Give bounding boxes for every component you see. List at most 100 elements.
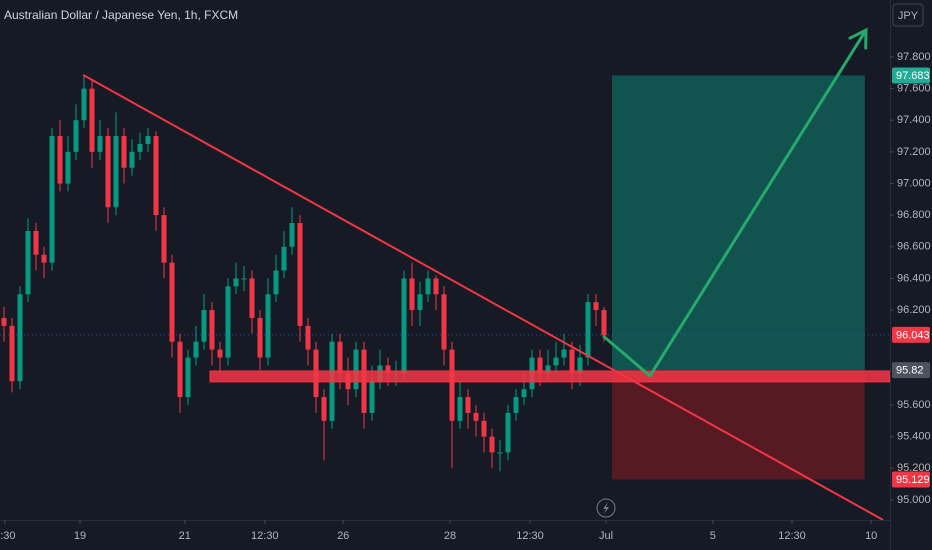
candle-body: [281, 246, 287, 271]
candle-body: [81, 88, 87, 121]
y-tick-label: 97.000: [897, 177, 931, 189]
price-label: 97.683: [896, 70, 930, 82]
candle-body: [521, 389, 527, 398]
x-tick-label: 19: [74, 530, 86, 542]
x-tick-label: Jul: [599, 530, 613, 542]
candle-body: [217, 349, 223, 358]
target-zone: [612, 75, 865, 371]
y-tick-label: 96.600: [897, 241, 931, 253]
candle-body: [305, 325, 311, 350]
candle-body: [553, 357, 559, 366]
candle-body: [337, 341, 343, 374]
candle-body: [145, 136, 151, 144]
candle-body: [105, 136, 111, 208]
candle-body: [137, 143, 143, 152]
candle-body: [585, 302, 591, 358]
candle-body: [201, 310, 207, 342]
candle-body: [457, 397, 463, 421]
candle-body: [473, 412, 479, 421]
y-tick-label: 97.400: [897, 114, 931, 126]
x-tick-label: 28: [444, 530, 456, 542]
support-zone: [209, 370, 891, 383]
y-tick-label: 95.600: [897, 399, 931, 411]
candle-body: [481, 420, 487, 437]
candle-body: [505, 412, 511, 453]
candle-body: [57, 136, 63, 184]
candle-body: [545, 365, 551, 374]
candle-body: [441, 294, 447, 350]
candle-body: [569, 349, 575, 374]
candle-body: [49, 136, 55, 263]
candle-body: [537, 357, 543, 374]
x-tick-label: 5: [710, 530, 716, 542]
price-label-box: [892, 326, 930, 343]
candle-body: [273, 270, 279, 295]
flash-icon[interactable]: [596, 498, 616, 518]
candle-body: [321, 397, 327, 421]
y-tick-label: 97.800: [897, 51, 931, 63]
candle-body: [593, 302, 599, 311]
candle-body: [113, 136, 119, 208]
candle-body: [561, 349, 567, 358]
price-label: 96.043: [896, 329, 930, 341]
price-label-box: [892, 362, 930, 379]
candle-body: [121, 136, 127, 168]
price-label: 95.129: [896, 474, 930, 486]
candle-body: [73, 120, 79, 152]
stop-zone: [612, 370, 865, 480]
candle-body: [41, 254, 47, 263]
y-tick-label: 97.600: [897, 82, 931, 94]
candle-body: [233, 278, 239, 287]
candle-body: [129, 151, 135, 168]
candle-body: [161, 215, 167, 263]
y-tick-label: 96.800: [897, 209, 931, 221]
candle-body: [65, 151, 71, 184]
y-tick-label: 95.000: [897, 494, 931, 506]
candle-body: [297, 223, 303, 326]
candle-body: [497, 452, 503, 454]
candle-body: [513, 397, 519, 413]
candle-body: [1, 317, 7, 326]
candle-body: [25, 230, 31, 295]
candle-body: [409, 278, 415, 311]
candle-body: [601, 310, 607, 336]
candle-body: [177, 341, 183, 398]
x-tick-label: 12:30: [251, 530, 279, 542]
candle-body: [185, 357, 191, 398]
arrow-head: [848, 27, 868, 50]
candle-body: [449, 349, 455, 421]
y-tick-label: 95.200: [897, 462, 931, 474]
candle-body: [17, 294, 23, 382]
candle-body: [425, 278, 431, 295]
chart-title: Australian Dollar / Japanese Yen, 1h, FX…: [4, 8, 238, 22]
price-label: 95.82: [896, 365, 924, 377]
candle-body: [489, 436, 495, 453]
x-tick-label: 12:30: [778, 530, 806, 542]
y-tick-label: 96.400: [897, 272, 931, 284]
candle-body: [385, 365, 391, 374]
candle-body: [9, 325, 15, 382]
candle-body: [265, 294, 271, 358]
candle-body: [577, 357, 583, 374]
candle-body: [97, 136, 103, 152]
candle-body: [433, 278, 439, 295]
candle-body: [417, 294, 423, 311]
candle-body: [465, 397, 471, 413]
forecast-arrow: [602, 29, 868, 378]
price-label-box: [892, 67, 930, 84]
candle-body: [89, 88, 95, 152]
candle-body: [225, 286, 231, 358]
y-tick-label: 96.200: [897, 304, 931, 316]
x-tick-label: 26: [337, 530, 349, 542]
x-tick-label: 21: [179, 530, 191, 542]
x-tick-label: 2:30: [0, 530, 16, 542]
currency-box[interactable]: [892, 3, 924, 27]
x-tick-label: 10: [865, 530, 877, 542]
currency: JPY: [898, 10, 919, 22]
candle-body: [257, 317, 263, 358]
candle-body: [401, 278, 407, 374]
candle-body: [193, 341, 199, 358]
candle-body: [369, 381, 375, 413]
candle-body: [33, 230, 39, 255]
y-tick-label: 97.200: [897, 146, 931, 158]
